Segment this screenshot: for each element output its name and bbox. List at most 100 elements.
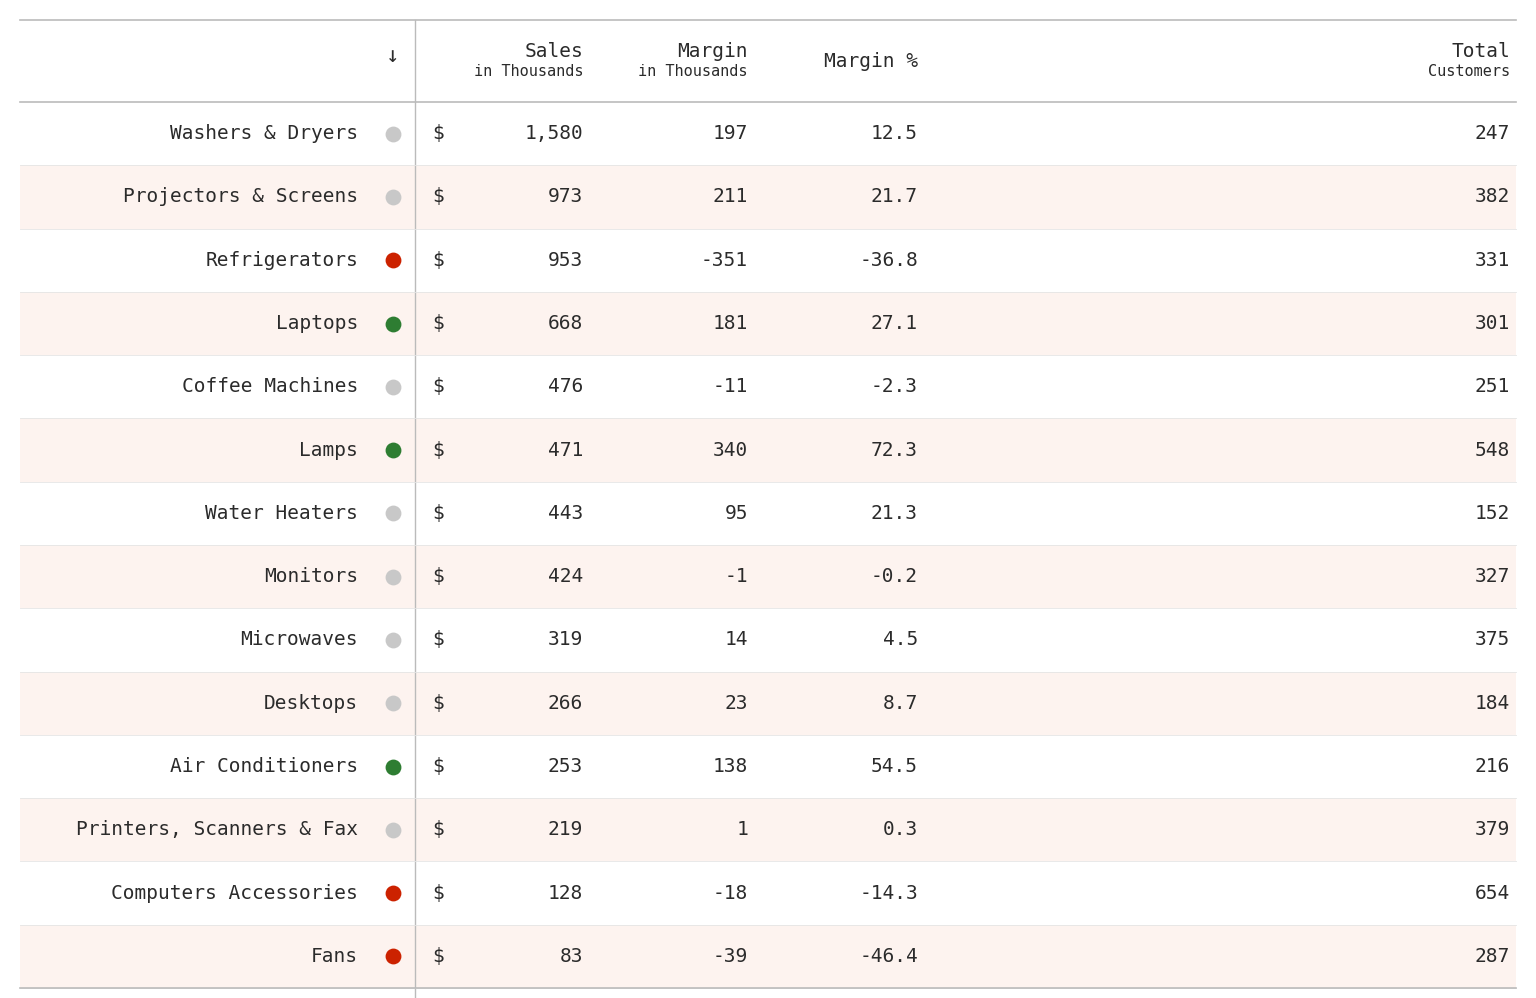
Text: Coffee Machines: Coffee Machines: [181, 377, 358, 396]
Text: Fans: Fans: [310, 947, 358, 966]
Text: 181: 181: [713, 314, 748, 333]
Text: 319: 319: [548, 631, 584, 650]
Bar: [20, 102, 1516, 166]
Text: $: $: [432, 567, 444, 586]
Text: 251: 251: [1475, 377, 1510, 396]
Bar: [20, 609, 1516, 672]
Text: 476: 476: [548, 377, 584, 396]
Text: 128: 128: [548, 883, 584, 902]
Point: [381, 505, 406, 521]
Point: [381, 442, 406, 458]
Point: [381, 948, 406, 964]
Bar: [20, 482, 1516, 545]
Text: Desktops: Desktops: [264, 694, 358, 713]
Text: Sales: Sales: [524, 42, 584, 61]
Text: 654: 654: [1475, 883, 1510, 902]
Text: 382: 382: [1475, 188, 1510, 207]
Text: ↓: ↓: [387, 46, 399, 66]
Text: Monitors: Monitors: [264, 567, 358, 586]
Bar: [20, 418, 1516, 482]
Text: 197: 197: [713, 124, 748, 143]
Text: -46.4: -46.4: [859, 947, 919, 966]
Text: 331: 331: [1475, 250, 1510, 269]
Point: [381, 189, 406, 205]
Text: 1,580: 1,580: [524, 124, 584, 143]
Text: 471: 471: [548, 440, 584, 459]
Point: [381, 379, 406, 395]
Point: [381, 758, 406, 774]
Text: $: $: [432, 883, 444, 902]
Text: in Thousands: in Thousands: [639, 64, 748, 79]
Bar: [20, 672, 1516, 735]
Point: [381, 696, 406, 712]
Text: 8.7: 8.7: [883, 694, 919, 713]
Text: Computers Accessories: Computers Accessories: [111, 883, 358, 902]
Text: 21.3: 21.3: [871, 504, 919, 523]
Bar: [20, 798, 1516, 861]
Bar: [20, 166, 1516, 229]
Text: 83: 83: [559, 947, 584, 966]
Text: -351: -351: [700, 250, 748, 269]
Text: 973: 973: [548, 188, 584, 207]
Text: -39: -39: [713, 947, 748, 966]
Bar: [20, 355, 1516, 418]
Text: in Thousands: in Thousands: [473, 64, 584, 79]
Text: Laptops: Laptops: [276, 314, 358, 333]
Text: 54.5: 54.5: [871, 757, 919, 776]
Text: 379: 379: [1475, 820, 1510, 839]
Bar: [20, 861, 1516, 925]
Text: $: $: [432, 694, 444, 713]
Bar: [20, 735, 1516, 798]
Text: Margin %: Margin %: [823, 52, 919, 71]
Text: Air Conditioners: Air Conditioners: [170, 757, 358, 776]
Text: 12.5: 12.5: [871, 124, 919, 143]
Text: Refrigerators: Refrigerators: [206, 250, 358, 269]
Text: -0.2: -0.2: [871, 567, 919, 586]
Text: -1: -1: [725, 567, 748, 586]
Text: 152: 152: [1475, 504, 1510, 523]
Text: 287: 287: [1475, 947, 1510, 966]
Text: $: $: [432, 757, 444, 776]
Text: Customers: Customers: [1428, 64, 1510, 79]
Text: 95: 95: [725, 504, 748, 523]
Text: 4.5: 4.5: [883, 631, 919, 650]
Text: 1: 1: [736, 820, 748, 839]
Text: Microwaves: Microwaves: [241, 631, 358, 650]
Text: 247: 247: [1475, 124, 1510, 143]
Text: 301: 301: [1475, 314, 1510, 333]
Bar: [20, 229, 1516, 291]
Text: $: $: [432, 440, 444, 459]
Text: 327: 327: [1475, 567, 1510, 586]
Text: Margin: Margin: [677, 42, 748, 61]
Point: [381, 126, 406, 142]
Point: [381, 821, 406, 837]
Text: Water Heaters: Water Heaters: [206, 504, 358, 523]
Text: 72.3: 72.3: [871, 440, 919, 459]
Point: [381, 632, 406, 648]
Text: Total: Total: [1452, 42, 1510, 61]
Text: 443: 443: [548, 504, 584, 523]
Text: 340: 340: [713, 440, 748, 459]
Point: [381, 252, 406, 268]
Text: Washers & Dryers: Washers & Dryers: [170, 124, 358, 143]
Text: Projectors & Screens: Projectors & Screens: [123, 188, 358, 207]
Text: 424: 424: [548, 567, 584, 586]
Point: [381, 569, 406, 585]
Text: 138: 138: [713, 757, 748, 776]
Text: 375: 375: [1475, 631, 1510, 650]
Text: 27.1: 27.1: [871, 314, 919, 333]
Text: -14.3: -14.3: [859, 883, 919, 902]
Text: 253: 253: [548, 757, 584, 776]
Text: 21.7: 21.7: [871, 188, 919, 207]
Text: 953: 953: [548, 250, 584, 269]
Text: -11: -11: [713, 377, 748, 396]
Text: $: $: [432, 504, 444, 523]
Text: $: $: [432, 820, 444, 839]
Text: $: $: [432, 377, 444, 396]
Text: Printers, Scanners & Fax: Printers, Scanners & Fax: [75, 820, 358, 839]
Text: 219: 219: [548, 820, 584, 839]
Text: $: $: [432, 631, 444, 650]
Text: Lamps: Lamps: [300, 440, 358, 459]
Text: 14: 14: [725, 631, 748, 650]
Text: 548: 548: [1475, 440, 1510, 459]
